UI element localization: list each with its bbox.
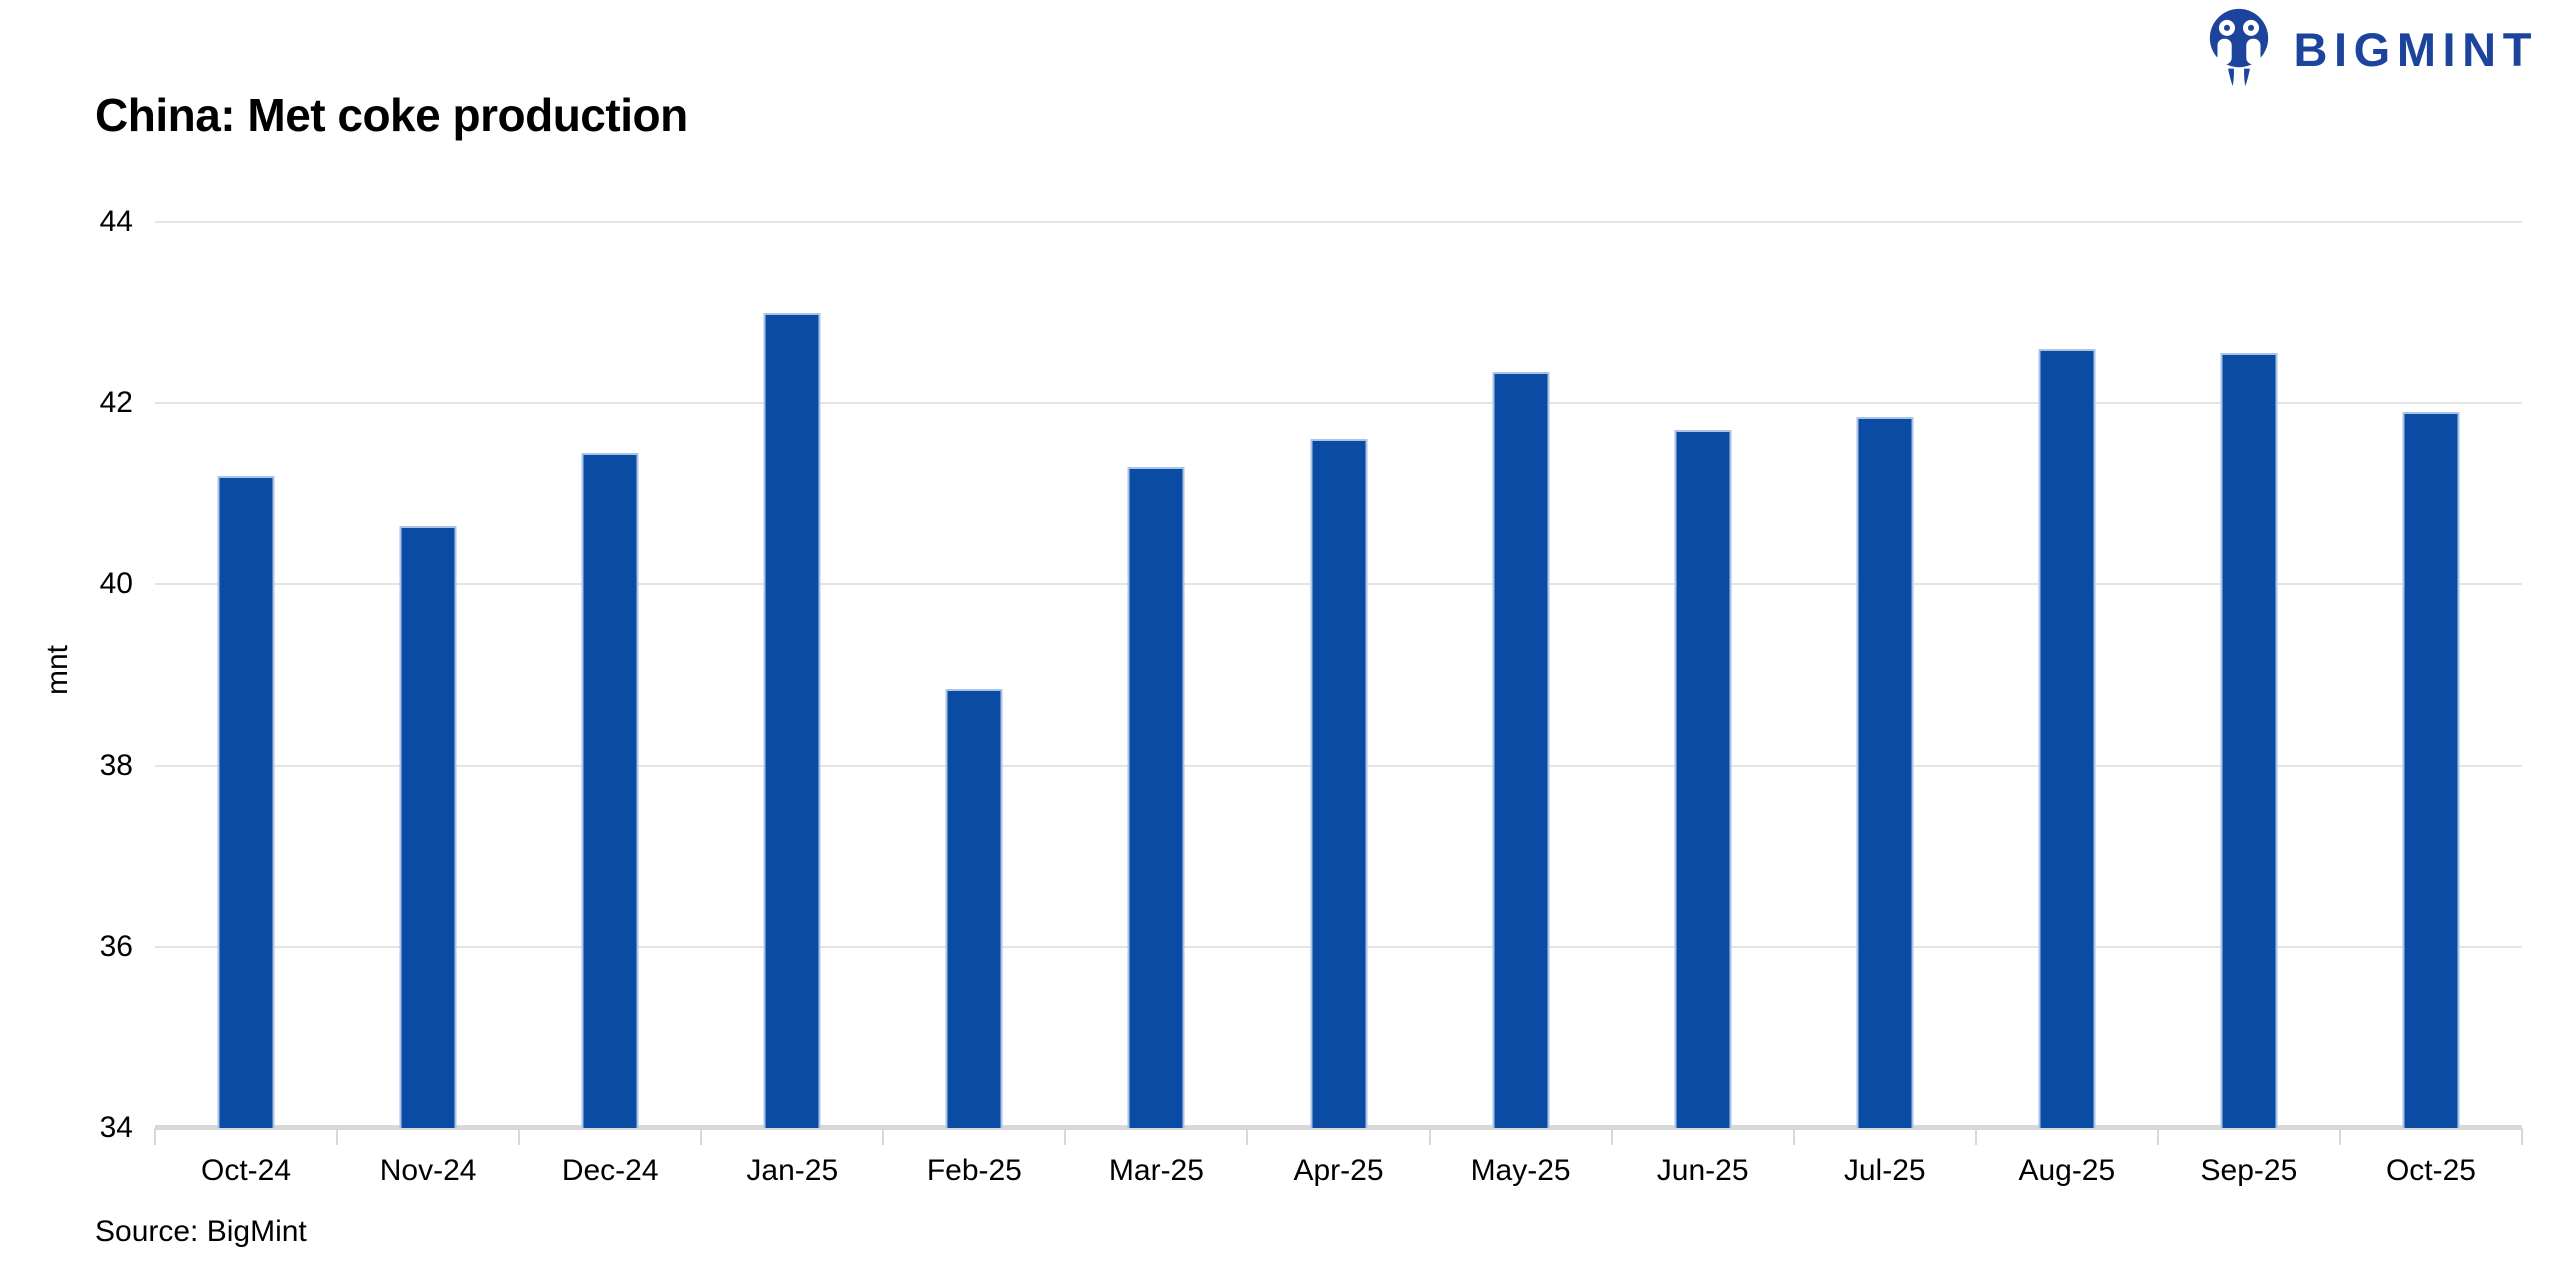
bar-Jul-25 — [1856, 416, 1914, 1128]
bar-column — [1612, 222, 1794, 1128]
x-tick-label: Nov-24 — [379, 1154, 477, 1187]
x-axis-tick-mark — [1428, 1128, 1431, 1145]
bar-Mar-25 — [1127, 466, 1185, 1128]
x-tick-label: Oct-24 — [201, 1154, 292, 1187]
gridline — [155, 402, 2522, 405]
x-tick-label: Jun-25 — [1656, 1154, 1749, 1187]
y-tick-label: 36 — [99, 929, 133, 963]
y-tick-label: 38 — [99, 748, 133, 782]
bars-layer — [155, 222, 2522, 1128]
x-axis-ticks — [154, 1128, 2523, 1145]
x-axis-tick-mark — [1064, 1128, 1067, 1145]
bar-chart-plot: 44 42 40 38 36 34 Oct-24 Nov-24 Dec-24 Jan-25 Feb… — [41, 205, 2523, 1187]
x-tick-label: Jul-25 — [1843, 1154, 1926, 1187]
bar-column — [2340, 222, 2522, 1128]
bar-Feb-25 — [945, 688, 1003, 1128]
x-axis-labels: Oct-24 Nov-24 Dec-24 Jan-25 Feb-25 Mar-25 Apr-… — [155, 1154, 2522, 1188]
gridline — [155, 221, 2522, 223]
x-axis-tick-mark — [1792, 1128, 1795, 1145]
x-tick-label: Sep-25 — [2200, 1154, 2298, 1187]
bar-column — [1065, 222, 1247, 1128]
source-note: Source: BigMint — [95, 1215, 307, 1248]
bar-Jan-25 — [763, 312, 821, 1128]
x-axis-tick-mark — [2338, 1128, 2341, 1145]
bar-May-25 — [1492, 371, 1550, 1128]
bar-column — [1794, 222, 1976, 1128]
x-tick-label: Apr-25 — [1293, 1154, 1384, 1187]
bar-Nov-24 — [399, 525, 457, 1128]
bar-Sep-25 — [2220, 353, 2278, 1128]
x-axis-tick-mark — [154, 1128, 156, 1145]
x-axis-tick-mark — [1246, 1128, 1249, 1145]
bigmint-logo-icon — [2198, 6, 2280, 92]
y-axis-title: mnt — [41, 645, 75, 696]
y-tick-label: 40 — [99, 567, 133, 601]
y-tick-label: 42 — [99, 386, 133, 420]
chart-title: China: Met coke production — [95, 89, 688, 141]
bar-Jun-25 — [1674, 430, 1732, 1128]
bigmint-logo: BIGMINT — [2198, 6, 2538, 92]
x-tick-label: May-25 — [1470, 1154, 1571, 1187]
bar-column — [1430, 222, 1612, 1128]
bar-column — [155, 222, 337, 1128]
bar-Apr-25 — [1310, 439, 1367, 1128]
x-tick-label: Aug-25 — [2018, 1154, 2116, 1187]
x-axis-tick-mark — [518, 1128, 521, 1145]
x-axis-tick-mark — [882, 1128, 885, 1145]
bar-column — [701, 222, 883, 1128]
x-axis-tick-mark — [336, 1128, 339, 1145]
bar-column — [337, 222, 519, 1128]
y-tick-label: 44 — [99, 205, 133, 238]
x-axis-tick-mark — [1974, 1128, 1977, 1145]
x-tick-label: Feb-25 — [926, 1154, 1022, 1187]
x-axis-tick-mark — [2521, 1128, 2523, 1145]
y-tick-label: 34 — [99, 1111, 133, 1144]
bar-Oct-25 — [2402, 412, 2460, 1128]
x-axis-tick-mark — [2156, 1128, 2159, 1145]
bar-Aug-25 — [2038, 348, 2096, 1128]
x-tick-label: Mar-25 — [1108, 1154, 1204, 1187]
bar-column — [1247, 222, 1429, 1128]
bar-Oct-24 — [217, 475, 275, 1128]
bar-column — [1976, 222, 2158, 1128]
bar-Dec-24 — [581, 453, 639, 1128]
x-tick-label: Dec-24 — [561, 1154, 659, 1187]
bar-column — [519, 222, 701, 1128]
x-axis-tick-mark — [700, 1128, 703, 1145]
bar-column — [2158, 222, 2340, 1128]
x-axis-tick-mark — [1610, 1128, 1613, 1145]
bar-column — [883, 222, 1065, 1128]
bigmint-logo-text: BIGMINT — [2293, 22, 2538, 76]
x-tick-label: Oct-25 — [2385, 1154, 2476, 1187]
x-tick-label: Jan-25 — [746, 1154, 839, 1187]
